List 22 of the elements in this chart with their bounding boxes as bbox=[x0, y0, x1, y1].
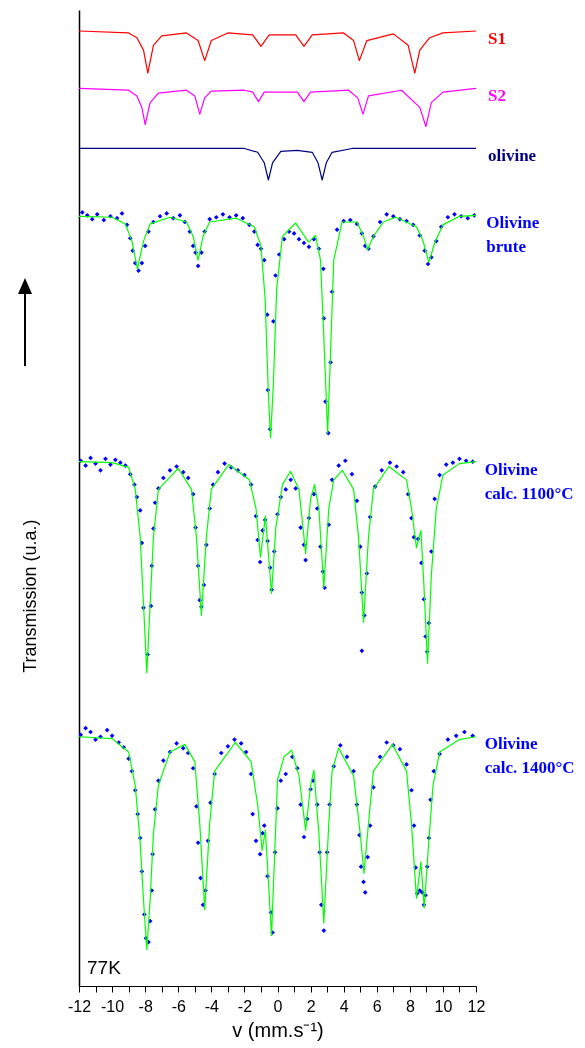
x-tick-label: -12 bbox=[67, 997, 92, 1015]
series-label: olivine bbox=[488, 146, 537, 166]
x-tick-label: -4 bbox=[204, 997, 220, 1015]
series-label: Olivine calc. 1100°C bbox=[484, 459, 574, 503]
x-tick-label: -6 bbox=[171, 997, 186, 1015]
x-tick-label: -10 bbox=[101, 997, 125, 1015]
series-label: Olivine calc. 1400°C bbox=[484, 733, 575, 777]
x-tick-label: 6 bbox=[372, 997, 382, 1015]
x-tick-label: 12 bbox=[467, 997, 486, 1015]
x-tick-label: 4 bbox=[339, 997, 349, 1015]
x-tick-label: 10 bbox=[434, 997, 453, 1015]
series-label: S2 bbox=[488, 86, 506, 106]
x-tick-label: 8 bbox=[405, 997, 415, 1015]
series-label: S1 bbox=[488, 29, 506, 49]
series-label: Olivine brute bbox=[486, 213, 540, 257]
x-tick-label: -8 bbox=[138, 997, 153, 1015]
x-tick-label: -2 bbox=[237, 997, 253, 1015]
x-tick-label: 0 bbox=[273, 997, 283, 1015]
x-axis-title: v (mm.s⁻¹) bbox=[232, 1018, 324, 1041]
x-tick-label: 2 bbox=[306, 997, 316, 1015]
y-axis-title: Transmission (u.a.) bbox=[19, 519, 40, 673]
annotation: 77K bbox=[87, 957, 122, 978]
